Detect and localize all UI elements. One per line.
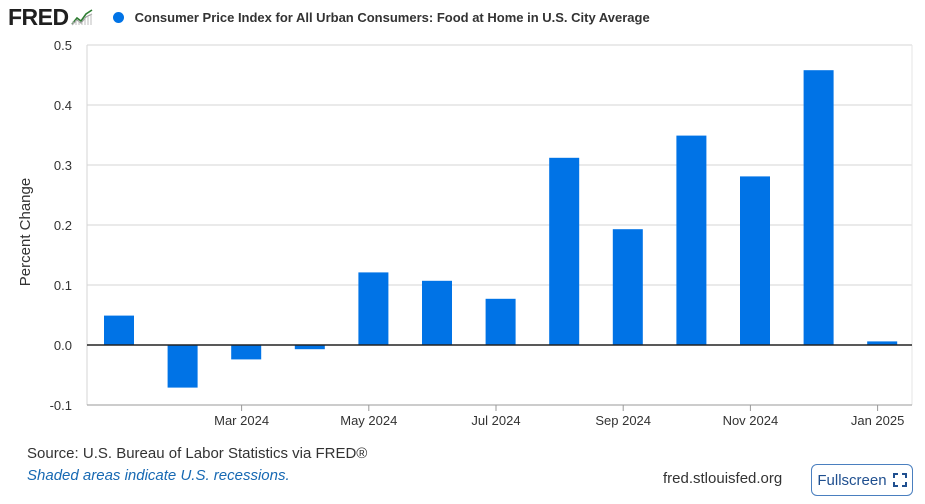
bar-2024-03[interactable] (167, 345, 198, 388)
line-chart-icon (70, 8, 93, 26)
bar-2024-10[interactable] (612, 229, 643, 345)
legend-series-dot-icon (112, 11, 124, 23)
x-tick-label: Jan 2025 (851, 413, 905, 428)
y-tick-label: 0.4 (54, 98, 72, 113)
chart-axes: -0.1 0.0 0.1 0.2 0.3 0.4 0.5 Mar 2024 May 2024 Ju… (50, 38, 912, 428)
y-tick-label: 0.0 (54, 338, 72, 353)
chart-header: FRED Consumer Price Index for All Urban … (8, 4, 650, 30)
y-tick-label: 0.2 (54, 218, 72, 233)
bar-chart: -0.1 0.0 0.1 0.2 0.3 0.4 0.5 Mar 2024 May 2024 Ju… (17, 38, 913, 428)
y-tick-label: -0.1 (50, 398, 72, 413)
chart-gridlines (86, 44, 913, 406)
fred-logo-text: FRED (8, 3, 69, 30)
fullscreen-button[interactable]: Fullscreen (811, 464, 913, 496)
x-tick-label: Nov 2024 (723, 413, 779, 428)
fullscreen-icon (892, 473, 907, 487)
bar-2025-02[interactable] (867, 341, 898, 345)
y-tick-label: 0.3 (54, 158, 72, 173)
site-url[interactable]: fred.stlouisfed.org (663, 470, 783, 487)
x-tick-label: May 2024 (340, 413, 397, 428)
bar-2024-04[interactable] (231, 345, 262, 360)
y-tick-label: 0.1 (54, 278, 72, 293)
bar-2024-06[interactable] (358, 272, 389, 345)
x-tick-label: Sep 2024 (595, 413, 651, 428)
y-axis-label: Percent Change (17, 178, 34, 286)
bar-2024-09[interactable] (549, 157, 580, 345)
bar-2024-08[interactable] (485, 298, 516, 345)
y-tick-label: 0.5 (54, 38, 72, 53)
bar-2025-01[interactable] (803, 70, 834, 345)
bar-2024-07[interactable] (422, 280, 452, 345)
bar-2024-12[interactable] (740, 176, 770, 345)
legend-series-label: Consumer Price Index for All Urban Consu… (134, 9, 650, 25)
x-tick-label: Jul 2024 (471, 413, 520, 428)
fred-logo[interactable]: FRED (8, 4, 93, 31)
chart-legend[interactable]: Consumer Price Index for All Urban Consu… (112, 9, 650, 25)
bar-2024-02[interactable] (104, 315, 134, 345)
bar-2024-05[interactable] (294, 345, 325, 350)
source-note: Source: U.S. Bureau of Labor Statistics … (27, 445, 368, 462)
fullscreen-label: Fullscreen (817, 471, 887, 489)
chart-bars (104, 70, 898, 388)
x-tick-label: Mar 2024 (214, 413, 269, 428)
bar-2024-11[interactable] (676, 135, 707, 345)
recession-note: Shaded areas indicate U.S. recessions. (27, 467, 290, 484)
